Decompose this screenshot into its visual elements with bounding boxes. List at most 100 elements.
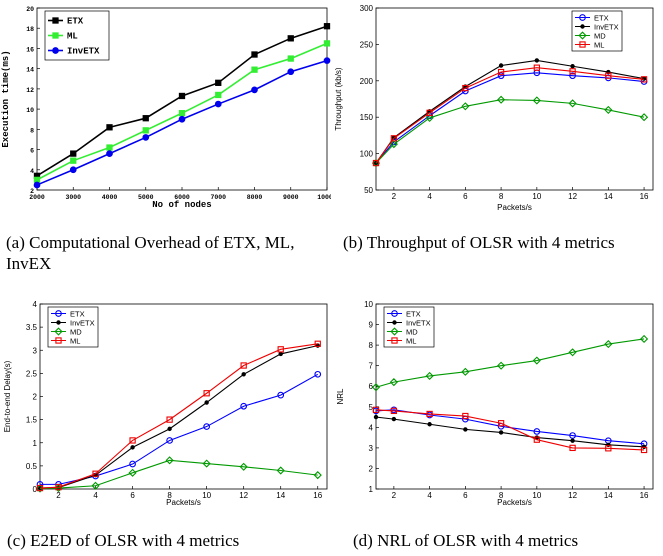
data-point	[390, 135, 398, 142]
data-point	[641, 76, 647, 81]
series-ml	[36, 340, 321, 492]
legend-entry: ML	[575, 41, 604, 50]
y-tick-label: 300	[360, 4, 374, 13]
data-point	[533, 436, 540, 443]
y-tick-label: 3	[33, 346, 38, 355]
data-point	[91, 481, 100, 490]
data-point	[462, 412, 469, 420]
legend-label: InvETX	[67, 47, 100, 57]
x-tick-label: 12	[568, 491, 577, 500]
y-tick-label: 9	[369, 321, 374, 330]
legend-entry: ETX	[575, 14, 609, 23]
data-point	[129, 437, 136, 444]
x-tick-label: 8	[499, 491, 504, 500]
x-tick-label: 16	[313, 491, 322, 500]
data-point	[461, 367, 470, 376]
legend-marker	[391, 337, 398, 344]
series-line	[375, 338, 645, 388]
x-tick-label: 10	[532, 491, 541, 500]
data-point	[569, 72, 576, 80]
data-point	[497, 420, 505, 427]
y-tick-label: 16	[26, 46, 34, 53]
data-point	[33, 181, 41, 189]
legend-label: ETX	[406, 310, 421, 319]
x-tick-label: 14	[604, 491, 613, 500]
data-point	[389, 378, 398, 387]
legend-label: MD	[70, 328, 82, 337]
data-point	[498, 430, 504, 435]
legend-entry: ETX	[48, 17, 84, 27]
data-point	[167, 426, 172, 432]
data-point	[178, 115, 186, 123]
data-point	[497, 72, 505, 80]
legend-entry: ML	[48, 32, 78, 42]
x-tick-label: 2	[56, 491, 61, 500]
legend-label: ETX	[70, 310, 85, 319]
x-axis-label: Packets/s	[166, 498, 201, 507]
data-point	[215, 91, 222, 99]
chart-panel-b: 2 4 6 8 10 12 14 16 50 100 150 200 250 300 Packets/s Th…	[331, 0, 663, 215]
series-line	[39, 459, 318, 490]
chart-panel-c: 2 4 6 8 10 12 14 16 0 0.5 1 1.5 2 2.5 3 3.5 4 Packets/s En…	[0, 292, 331, 507]
y-tick-label: 7	[369, 362, 374, 371]
data-point	[497, 361, 506, 370]
y-tick-label: 2	[33, 393, 38, 402]
legend-marker	[579, 41, 586, 48]
legend-marker	[56, 320, 61, 325]
y-tick-label: 200	[360, 77, 374, 86]
x-tick-label: 8000	[247, 194, 263, 201]
data-point	[55, 484, 62, 491]
data-point	[568, 348, 577, 357]
legend-marker	[391, 310, 398, 317]
data-point	[239, 462, 248, 471]
series-invetx	[33, 57, 331, 189]
x-tick-label: 6	[130, 491, 135, 500]
legend-entry: InvETX	[575, 23, 619, 32]
data-point	[204, 400, 209, 405]
legend-marker	[578, 31, 587, 40]
data-point	[287, 35, 294, 42]
data-point	[570, 438, 575, 443]
data-point	[106, 150, 113, 157]
y-tick-label: 2	[30, 188, 34, 195]
data-point	[604, 340, 613, 349]
legend-label: ML	[594, 41, 604, 50]
data-point	[278, 351, 283, 357]
y-tick-label: 100	[360, 150, 374, 159]
legend-marker	[579, 14, 586, 21]
data-point	[69, 166, 77, 174]
legend-entry: MD	[575, 31, 606, 41]
y-tick-label: 2.5	[26, 369, 38, 378]
data-point	[251, 66, 258, 73]
data-point	[166, 437, 173, 444]
data-point	[202, 459, 211, 468]
x-tick-label: 3000	[65, 194, 81, 201]
data-point	[203, 390, 210, 397]
y-tick-label: 1.5	[26, 416, 38, 425]
legend-label: InvETX	[594, 23, 619, 32]
x-tick-label: 12	[239, 491, 248, 500]
data-point	[240, 362, 247, 369]
data-point	[287, 55, 294, 62]
data-point	[372, 159, 380, 167]
series-ml	[372, 406, 648, 454]
legend-entry: ML	[51, 337, 80, 346]
data-point	[178, 92, 186, 100]
data-point	[287, 68, 295, 76]
x-tick-label: 10	[532, 192, 541, 201]
data-point	[532, 96, 541, 105]
data-point	[240, 402, 248, 410]
y-tick-label: 18	[26, 26, 34, 33]
series-etx	[36, 370, 322, 488]
data-point	[142, 127, 149, 134]
x-axis-label: Packets/s	[497, 498, 532, 507]
data-point	[178, 110, 186, 117]
data-point	[129, 460, 136, 468]
legend-entry: InvETX	[387, 319, 431, 328]
x-tick-label: 16	[640, 192, 649, 201]
data-point	[142, 134, 150, 141]
x-tick-label: 6	[463, 192, 468, 201]
series-line	[39, 343, 318, 489]
legend-entry: InvETX	[51, 319, 95, 328]
data-point	[313, 471, 322, 480]
